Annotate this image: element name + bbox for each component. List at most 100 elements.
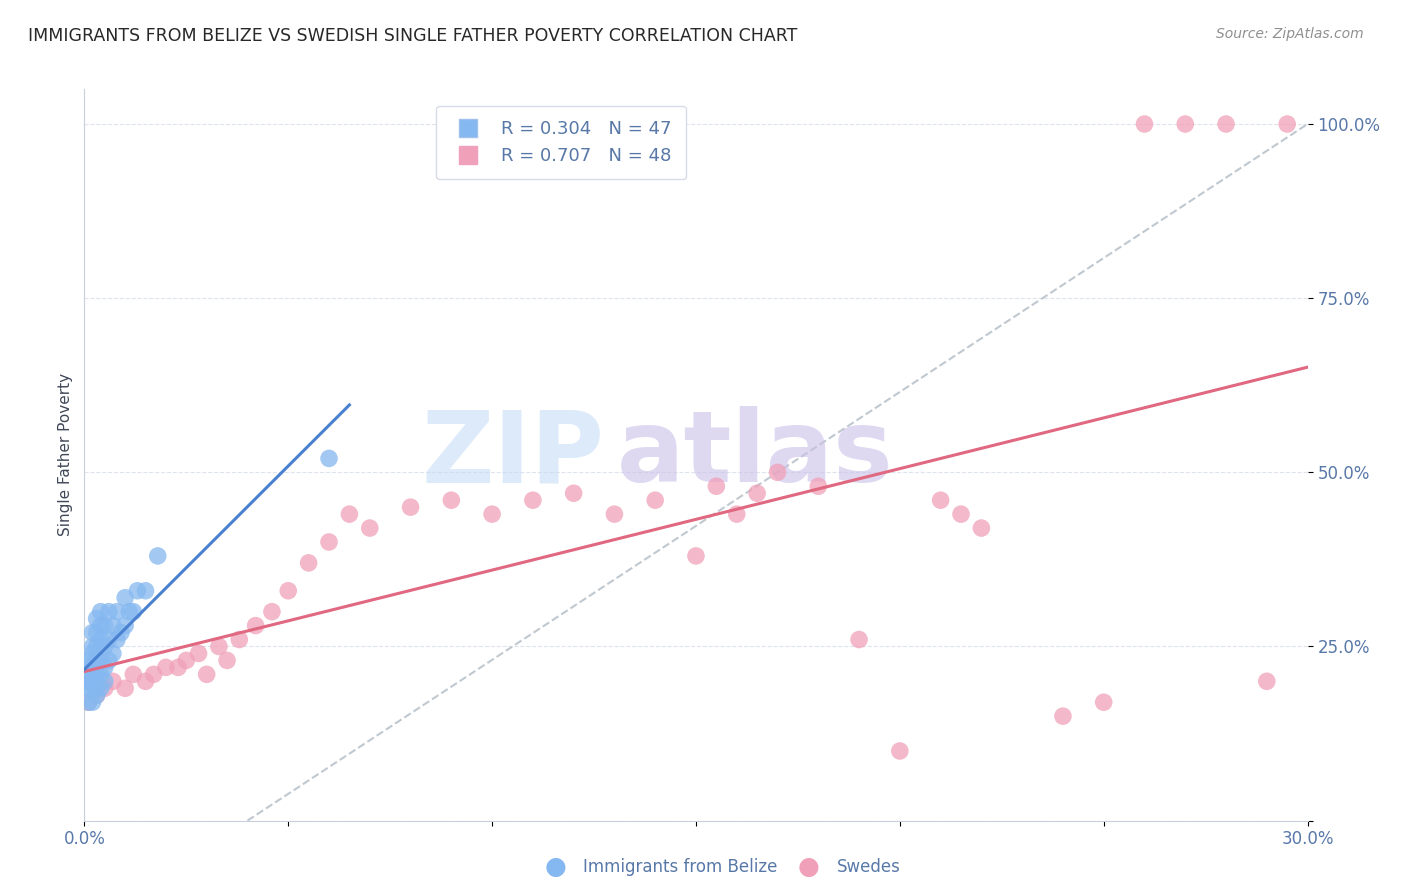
Point [90,605,112,619]
Point [77,660,100,674]
Point [82,674,104,689]
Point [208,640,231,654]
Point [82,660,104,674]
Point [142,667,165,681]
Point [86,653,108,667]
Point [90,681,112,696]
Point [1052,709,1074,723]
Point [195,667,218,681]
Text: Swedes: Swedes [837,858,900,876]
Point [644,493,666,508]
Point [97,605,120,619]
Point [1174,117,1197,131]
Point [766,466,789,480]
Point [318,451,340,466]
Point [217,653,239,667]
Point [105,605,128,619]
Point [1092,695,1115,709]
Point [1256,674,1278,689]
Point [146,549,169,563]
Point [440,493,463,508]
Point [110,625,132,640]
Point [93,618,115,632]
Point [135,674,157,689]
Point [93,640,115,654]
Point [101,674,124,689]
Point [86,640,108,654]
Point [277,583,299,598]
Point [522,493,544,508]
Point [77,674,100,689]
Text: IMMIGRANTS FROM BELIZE VS SWEDISH SINGLE FATHER POVERTY CORRELATION CHART: IMMIGRANTS FROM BELIZE VS SWEDISH SINGLE… [28,27,797,45]
Point [90,618,112,632]
Point [82,695,104,709]
Point [114,618,136,632]
Point [245,618,267,632]
Point [260,605,283,619]
Point [82,667,104,681]
Point [359,521,381,535]
Point [101,618,124,632]
Point [114,591,136,605]
Point [114,681,136,696]
Point [339,507,361,521]
Point [481,507,503,521]
Point [82,625,104,640]
Point [77,667,100,681]
Point [399,500,422,515]
Text: ●: ● [544,855,567,879]
Point [93,681,115,696]
Point [135,583,157,598]
Point [318,535,340,549]
Point [122,667,145,681]
Point [93,674,115,689]
Point [97,632,120,647]
Point [1215,117,1237,131]
Text: ●: ● [797,855,820,879]
Point [77,681,100,696]
Point [950,507,973,521]
Point [127,583,149,598]
Point [1277,117,1299,131]
Y-axis label: Single Father Poverty: Single Father Poverty [58,374,73,536]
Point [86,681,108,696]
Point [685,549,707,563]
Point [889,744,911,758]
Point [562,486,585,500]
Point [101,647,124,661]
Point [155,660,177,674]
Point [90,653,112,667]
Point [77,695,100,709]
Point [105,632,128,647]
Text: Immigrants from Belize: Immigrants from Belize [583,858,778,876]
Point [747,486,769,500]
Text: atlas: atlas [616,407,893,503]
Point [90,667,112,681]
Point [97,653,120,667]
Point [118,605,141,619]
Point [82,647,104,661]
Text: ZIP: ZIP [422,407,605,503]
Point [86,667,108,681]
Point [77,695,100,709]
Point [90,632,112,647]
Point [77,653,100,667]
Point [82,640,104,654]
Point [93,660,115,674]
Point [228,632,250,647]
Point [848,632,870,647]
Point [929,493,952,508]
Point [603,507,626,521]
Point [86,688,108,702]
Point [86,688,108,702]
Point [1133,117,1156,131]
Point [807,479,830,493]
Point [706,479,728,493]
Point [86,612,108,626]
Point [187,647,209,661]
Point [167,660,190,674]
Legend: R = 0.304   N = 47, R = 0.707   N = 48: R = 0.304 N = 47, R = 0.707 N = 48 [436,105,686,179]
Text: Source: ZipAtlas.com: Source: ZipAtlas.com [1216,27,1364,41]
Point [86,625,108,640]
Point [725,507,748,521]
